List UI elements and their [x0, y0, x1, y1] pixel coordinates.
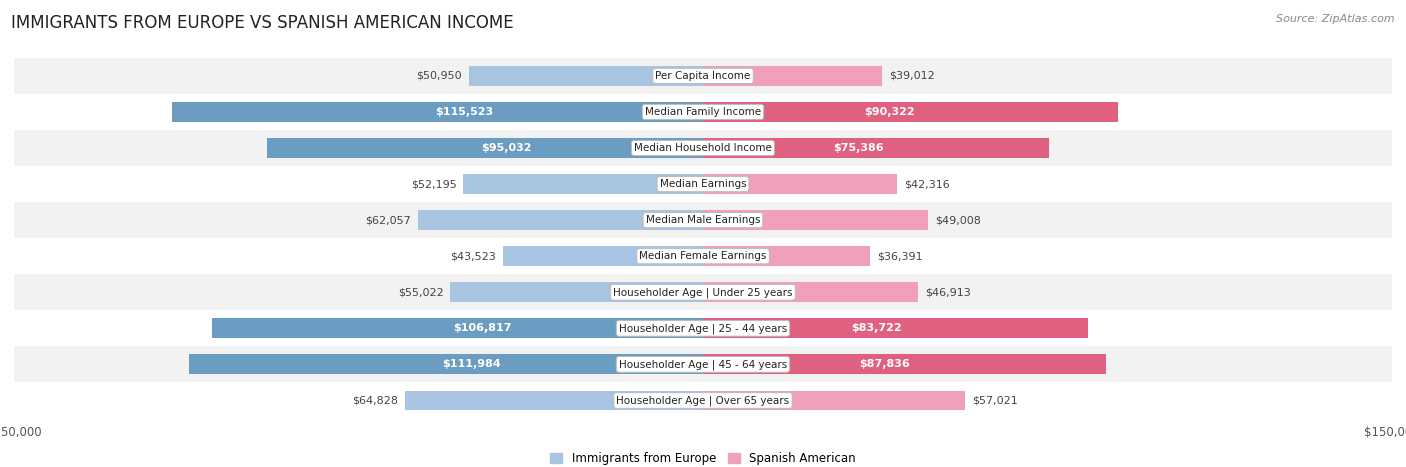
Text: Householder Age | 25 - 44 years: Householder Age | 25 - 44 years	[619, 323, 787, 333]
Bar	[703, 102, 1118, 122]
Bar	[470, 66, 703, 86]
Bar	[14, 58, 1392, 94]
Text: $106,817: $106,817	[453, 323, 512, 333]
Text: $57,021: $57,021	[972, 396, 1018, 405]
Text: $52,195: $52,195	[411, 179, 457, 189]
Bar	[14, 310, 1392, 347]
Text: $36,391: $36,391	[877, 251, 922, 261]
Text: $49,008: $49,008	[935, 215, 981, 225]
Bar	[267, 138, 703, 158]
Bar	[418, 210, 703, 230]
Bar	[503, 246, 703, 266]
Bar	[703, 174, 897, 194]
Bar	[14, 347, 1392, 382]
Text: Householder Age | Under 25 years: Householder Age | Under 25 years	[613, 287, 793, 297]
Text: $46,913: $46,913	[925, 287, 972, 297]
Bar	[405, 390, 703, 410]
Text: IMMIGRANTS FROM EUROPE VS SPANISH AMERICAN INCOME: IMMIGRANTS FROM EUROPE VS SPANISH AMERIC…	[11, 14, 513, 32]
Bar	[14, 166, 1392, 202]
Bar	[14, 238, 1392, 274]
Text: Median Earnings: Median Earnings	[659, 179, 747, 189]
Text: Per Capita Income: Per Capita Income	[655, 71, 751, 81]
Text: Median Male Earnings: Median Male Earnings	[645, 215, 761, 225]
Text: $90,322: $90,322	[865, 107, 915, 117]
Text: $42,316: $42,316	[904, 179, 950, 189]
Bar	[14, 94, 1392, 130]
Text: Householder Age | 45 - 64 years: Householder Age | 45 - 64 years	[619, 359, 787, 370]
Bar	[212, 318, 703, 338]
Text: $55,022: $55,022	[398, 287, 443, 297]
Bar	[703, 318, 1087, 338]
Text: $62,057: $62,057	[366, 215, 411, 225]
Bar	[173, 102, 703, 122]
Text: $87,836: $87,836	[859, 360, 910, 369]
Text: $95,032: $95,032	[481, 143, 531, 153]
Text: $83,722: $83,722	[851, 323, 901, 333]
Bar	[14, 130, 1392, 166]
Text: $115,523: $115,523	[436, 107, 494, 117]
Text: Householder Age | Over 65 years: Householder Age | Over 65 years	[616, 395, 790, 406]
Text: $50,950: $50,950	[416, 71, 463, 81]
Bar	[703, 246, 870, 266]
Text: Median Female Earnings: Median Female Earnings	[640, 251, 766, 261]
Bar	[703, 283, 918, 302]
Bar	[463, 174, 703, 194]
Bar	[703, 210, 928, 230]
Bar	[703, 354, 1107, 375]
Bar	[450, 283, 703, 302]
Bar	[703, 66, 882, 86]
Text: Median Family Income: Median Family Income	[645, 107, 761, 117]
Text: $111,984: $111,984	[441, 360, 501, 369]
Bar	[14, 202, 1392, 238]
Legend: Immigrants from Europe, Spanish American: Immigrants from Europe, Spanish American	[550, 453, 856, 466]
Bar	[188, 354, 703, 375]
Text: $64,828: $64,828	[353, 396, 398, 405]
Bar	[14, 274, 1392, 310]
Text: $39,012: $39,012	[889, 71, 935, 81]
Bar	[703, 138, 1049, 158]
Bar	[14, 382, 1392, 418]
Bar	[703, 390, 965, 410]
Text: $75,386: $75,386	[834, 143, 884, 153]
Text: $43,523: $43,523	[450, 251, 496, 261]
Text: Median Household Income: Median Household Income	[634, 143, 772, 153]
Text: Source: ZipAtlas.com: Source: ZipAtlas.com	[1277, 14, 1395, 24]
